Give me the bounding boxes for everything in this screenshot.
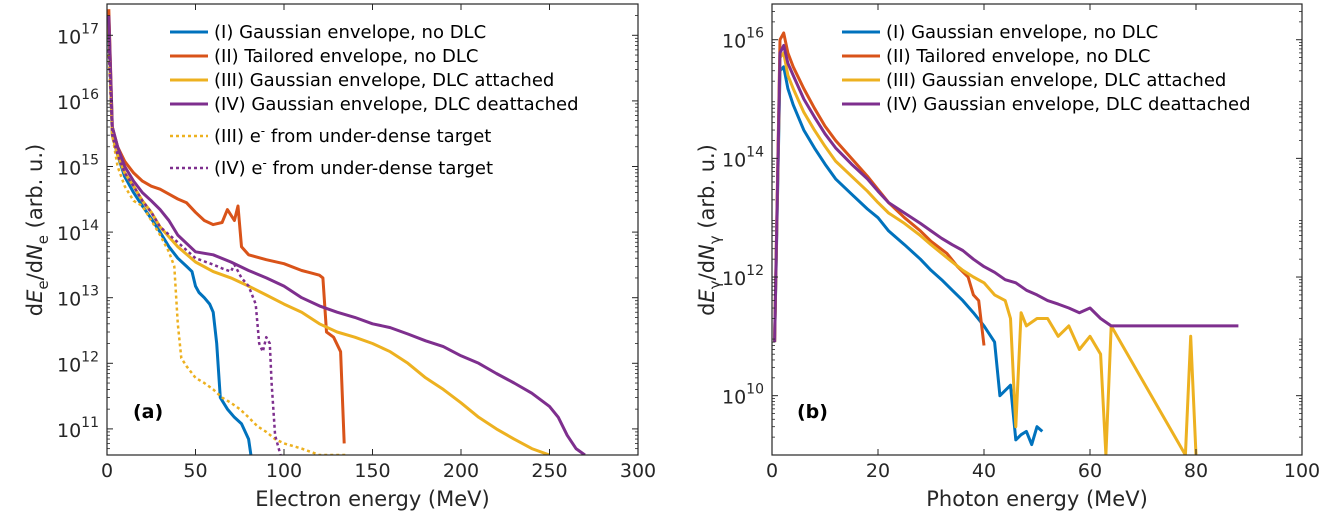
- y-tick-label: 1016: [722, 26, 764, 53]
- y-tick-label: 1012: [57, 349, 99, 376]
- legend-entry: (IV) e- from under-dense target: [214, 156, 493, 179]
- y-tick-label: 1010: [722, 382, 764, 409]
- y-axis-label: dEe/dNe (arb. u.): [23, 144, 52, 316]
- x-tick-label: 250: [531, 460, 567, 482]
- series-line-6: [107, 49, 282, 455]
- y-tick-label: 1012: [722, 263, 764, 290]
- x-tick-label: 20: [866, 460, 890, 482]
- y-tick-label: 1014: [722, 144, 764, 171]
- series-line-5: [107, 54, 346, 455]
- series-line-3: [773, 51, 1198, 455]
- series-line-4: [773, 44, 1239, 343]
- x-tick-label: 40: [972, 460, 996, 482]
- legend-entry: (IV) Gaussian envelope, DLC deattached: [886, 94, 1251, 115]
- x-tick-label: 0: [766, 460, 778, 482]
- series-line-4: [107, 15, 586, 455]
- panel-label: (b): [797, 401, 828, 423]
- y-tick-label: 1014: [57, 218, 99, 245]
- legend: (I) Gaussian envelope, no DLC (II) Tailor…: [842, 22, 1251, 115]
- plot-area: [773, 31, 1239, 455]
- legend-entry: (I) Gaussian envelope, no DLC: [886, 22, 1158, 43]
- x-tick-label: 200: [443, 460, 479, 482]
- x-tick-label: 100: [266, 460, 302, 482]
- legend-entry: (II) Tailored envelope, no DLC: [214, 46, 478, 67]
- series-line-2: [107, 9, 346, 444]
- legend-entry: (III) Gaussian envelope, DLC attached: [886, 70, 1226, 91]
- y-tick-label: 1016: [57, 87, 99, 114]
- y-axis-label: dEγ/dNγ (arb. u.): [695, 144, 724, 316]
- x-axis-label: Electron energy (MeV): [255, 487, 489, 511]
- y-tick-label: 1011: [57, 415, 99, 442]
- x-tick-label: 300: [620, 460, 656, 482]
- y-tick-label: 1015: [57, 152, 99, 179]
- panel-label: (a): [133, 401, 163, 423]
- legend: (I) Gaussian envelope, no DLC (II) Tailor…: [170, 22, 579, 179]
- legend-entry: (II) Tailored envelope, no DLC: [886, 46, 1150, 67]
- chart-panel-b: 0 20 40 60 80 100 1010 1012 1014 1016 Photon energ…: [695, 3, 1320, 511]
- x-tick-label: 150: [354, 460, 390, 482]
- x-tick-label: 50: [183, 460, 207, 482]
- x-tick-label: 0: [101, 460, 113, 482]
- legend-entry: (IV) Gaussian envelope, DLC deattached: [214, 94, 579, 115]
- x-tick-label: 60: [1078, 460, 1102, 482]
- axes-box: [771, 3, 1303, 456]
- x-tick-label: 100: [1284, 460, 1320, 482]
- x-axis-label: Photon energy (MeV): [926, 487, 1148, 511]
- x-tick-label: 80: [1184, 460, 1208, 482]
- legend-entry: (I) Gaussian envelope, no DLC: [214, 22, 486, 43]
- legend-entry: (III) e- from under-dense target: [214, 124, 491, 147]
- series-line-3: [107, 23, 551, 455]
- y-tick-label: 1017: [57, 21, 99, 48]
- series-line-1: [107, 30, 253, 455]
- plot-area: [107, 9, 586, 455]
- y-tick-label: 1013: [57, 284, 99, 311]
- legend-entry: (III) Gaussian envelope, DLC attached: [214, 70, 554, 91]
- series-line-1: [773, 65, 1044, 447]
- chart-panel-a: 0 50 100 150 200 250 300 1011 1012 1013 1014 1015 10…: [23, 3, 656, 511]
